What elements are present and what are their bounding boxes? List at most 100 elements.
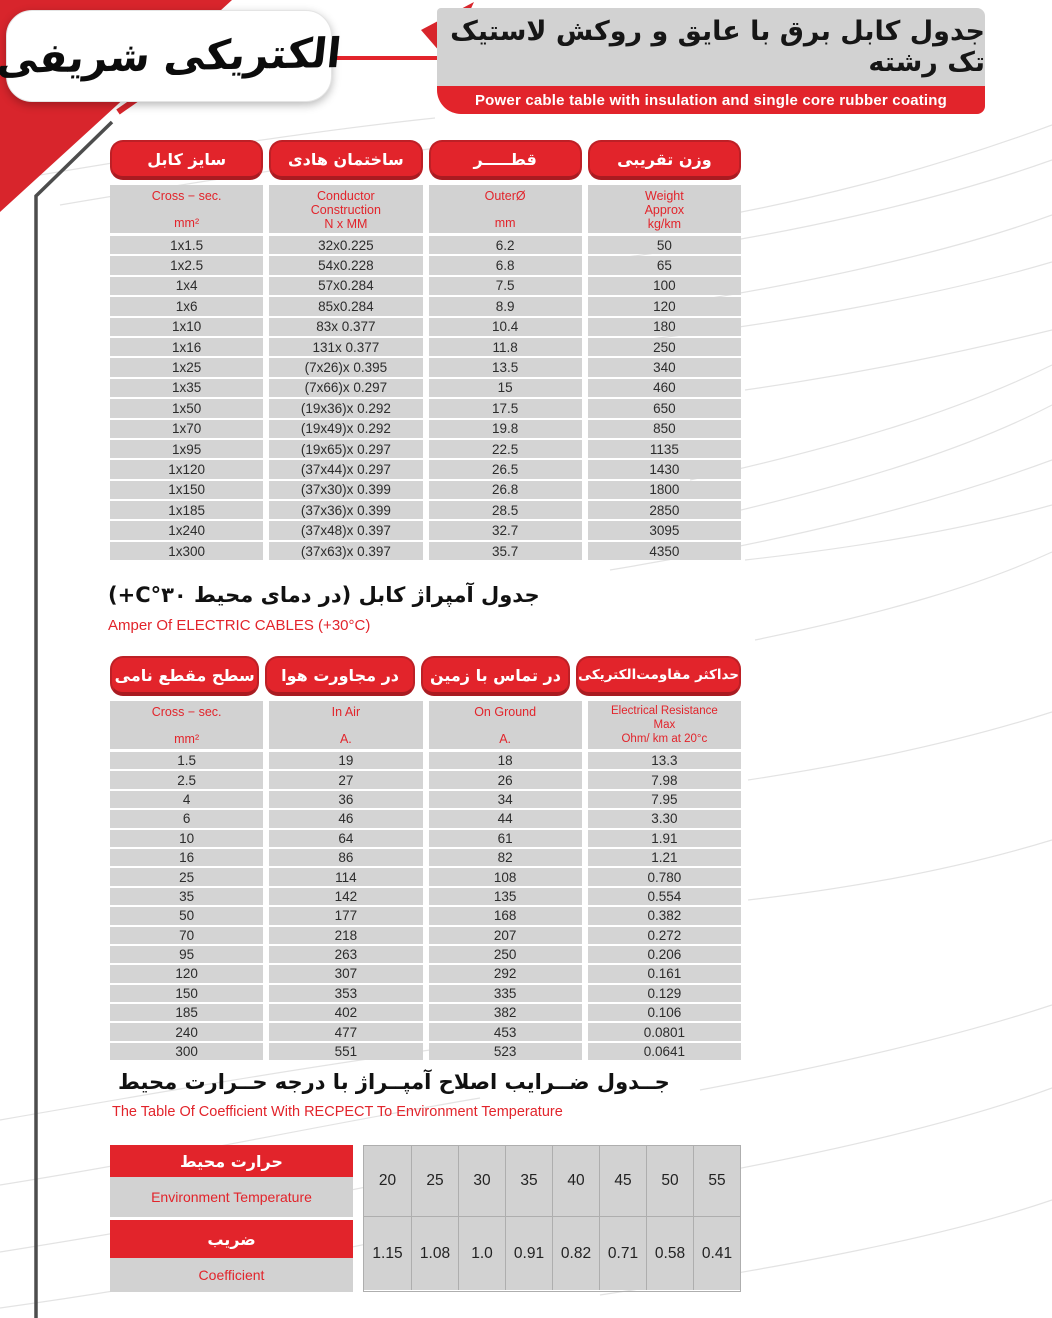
row-header-environment-temperature-fa: حرارت محیط: [110, 1145, 353, 1177]
table-cell: 1.08: [411, 1217, 458, 1290]
table-cell: 218: [269, 926, 423, 944]
table-cell: 7.5: [428, 276, 582, 296]
table-cell: 50: [110, 907, 264, 925]
table-cell: 292: [428, 965, 582, 983]
table-cell: (19x65)x 0.297: [269, 439, 423, 459]
subheader-line: Electrical Resistance: [611, 705, 718, 717]
amperage-section-subtitle: Amper Of ELECTRIC CABLES (+30°C): [108, 617, 371, 634]
table-cell: 40: [552, 1146, 599, 1216]
table-cell: 22.5: [428, 439, 582, 459]
table-cell: 0.82: [552, 1217, 599, 1290]
table-cell: 185: [110, 1004, 264, 1022]
table-cell: 2850: [587, 501, 741, 520]
table-cell: 300: [110, 1042, 264, 1061]
table-cell: 57x0.284: [269, 276, 423, 296]
table-cell: 335: [428, 984, 582, 1003]
table-cell: 86: [269, 848, 423, 867]
table-cell: 35.7: [428, 541, 582, 561]
table-cell: 50: [646, 1146, 693, 1216]
column-subheader-cross-sec: Cross − sec. mm²: [110, 701, 264, 749]
row-divider: [110, 1217, 353, 1220]
subheader-line: Max: [653, 719, 676, 732]
subheader-line: In Air: [331, 705, 361, 719]
table-cell: 3.30: [587, 810, 741, 828]
table-cell: 83x 0.377: [269, 317, 423, 336]
table-cell: 20: [364, 1146, 411, 1216]
table-cell: 142: [269, 887, 423, 906]
subheader-line: mm²: [174, 732, 200, 746]
table-cell: (37x63)x 0.397: [269, 541, 423, 561]
table-cell: 1.15: [364, 1217, 411, 1290]
page-title-box: جدول کابل برق با عایق و روکش لاستیک تک ر…: [437, 8, 985, 86]
table-cell: 1430: [587, 460, 741, 479]
table-cell: 100: [587, 276, 741, 296]
table-cell: 32x0.225: [269, 236, 423, 255]
amperage-table-subheader: Cross − sec. mm² In Air A. On Ground A. Ele…: [110, 701, 741, 749]
table-cell: 6.8: [428, 256, 582, 275]
table-cell: 13.5: [428, 358, 582, 377]
amperage-table-body: 1.5 19 18 13.3 2.5 27 26 7.98 4 36 34 7.95 6 46 44 3.30…: [110, 752, 741, 1061]
table-cell: 263: [269, 945, 423, 964]
table-cell: 25: [411, 1146, 458, 1216]
table-cell: 54x0.228: [269, 256, 423, 275]
table-cell: 26.8: [428, 480, 582, 500]
table-cell: 55: [693, 1146, 740, 1216]
table-cell: 340: [587, 358, 741, 377]
subheader-line: A.: [499, 732, 512, 746]
table-cell: 10: [110, 829, 264, 847]
table-cell: 34: [428, 790, 582, 809]
table-cell: 70: [110, 926, 264, 944]
table-cell: 1x70: [110, 419, 264, 438]
table-cell: 25: [110, 868, 264, 886]
row-header-environment-temperature-en: Environment Temperature: [110, 1177, 353, 1217]
column-header-nominal-cross-section: سطح مقطع نامی: [110, 656, 260, 696]
table-cell: 18: [428, 752, 582, 770]
table-cell: 477: [269, 1023, 423, 1041]
table-cell: 1x150: [110, 480, 264, 500]
table-cell: 551: [269, 1042, 423, 1061]
table-cell: (37x30)x 0.399: [269, 480, 423, 500]
table-cell: 1x50: [110, 399, 264, 418]
column-header-in-air: در مجاورت هوا: [265, 656, 415, 696]
table-cell: 32.7: [428, 521, 582, 540]
column-subheader-in-air: In Air A.: [269, 701, 423, 749]
table-cell: 177: [269, 907, 423, 925]
table-cell: 2.5: [110, 771, 264, 789]
table-cell: 150: [110, 984, 264, 1003]
table-cell: 1x185: [110, 501, 264, 520]
table-cell: 131x 0.377: [269, 337, 423, 357]
table-cell: 26.5: [428, 460, 582, 479]
table-cell: 180: [587, 317, 741, 336]
table-cell: 0.0801: [587, 1023, 741, 1041]
table-cell: 6.2: [428, 236, 582, 255]
table-cell: (37x44)x 0.297: [269, 460, 423, 479]
column-header-conductor-construction: ساختمان هادی: [269, 140, 423, 180]
subheader-line: Conductor: [317, 189, 375, 203]
column-header-cable-size: سایز کابل: [110, 140, 264, 180]
table-cell: 8.9: [428, 297, 582, 316]
subheader-line: A.: [339, 732, 352, 746]
table-cell: (7x26)x 0.395: [269, 358, 423, 377]
table-cell: 3095: [587, 521, 741, 540]
table-cell: 95: [110, 945, 264, 964]
table-cell: 135: [428, 887, 582, 906]
table-cell: 85x0.284: [269, 297, 423, 316]
subheader-line: Ohm/ km at 20°c: [621, 733, 708, 746]
table-cell: 44: [428, 810, 582, 828]
column-subheader-weight-approx: Weight Approx kg/km: [587, 185, 741, 233]
temperature-values-row: 20 25 30 35 40 45 50 55: [364, 1146, 740, 1217]
table-cell: 1x25: [110, 358, 264, 377]
table-cell: 0.780: [587, 868, 741, 886]
table-cell: 1.5: [110, 752, 264, 770]
table-cell: 650: [587, 399, 741, 418]
table-cell: 1x6: [110, 297, 264, 316]
table-cell: 1x16: [110, 337, 264, 357]
table-cell: 1x35: [110, 378, 264, 398]
table-cell: 1x4: [110, 276, 264, 296]
subheader-line: Weight: [645, 189, 684, 203]
amperage-table: سطح مقطع نامی در مجاورت هوا در تماس با ز…: [110, 656, 741, 1061]
table-cell: 0.106: [587, 1004, 741, 1022]
table-cell: 6: [110, 810, 264, 828]
table-cell: 250: [428, 945, 582, 964]
table-cell: 0.58: [646, 1217, 693, 1290]
